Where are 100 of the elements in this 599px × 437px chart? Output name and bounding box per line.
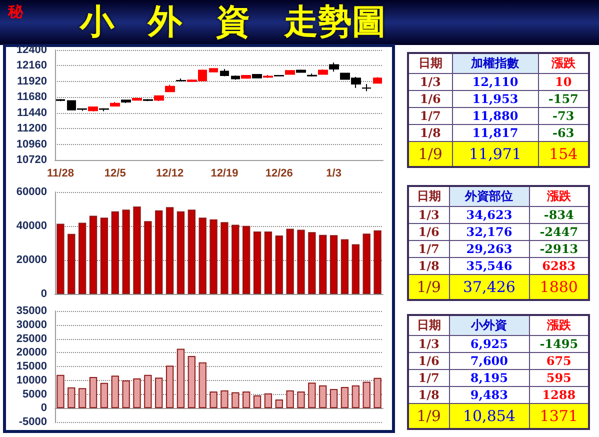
text: 1/9 <box>408 274 450 300</box>
text: -2447 <box>529 224 589 240</box>
bar <box>319 385 327 408</box>
text: 加權指數 <box>452 53 538 74</box>
bar <box>100 218 108 294</box>
text: 6283 <box>529 258 589 274</box>
bar <box>100 382 108 408</box>
y-tick-label: 0 <box>40 288 47 300</box>
bar <box>78 388 86 408</box>
bar <box>275 236 283 294</box>
bar <box>56 224 64 294</box>
text: 675 <box>529 352 589 370</box>
bar <box>374 230 382 294</box>
bar <box>133 378 141 408</box>
bar <box>308 232 316 294</box>
y-tick-label: -5000 <box>18 416 47 428</box>
candlestick <box>263 74 273 78</box>
x-tick-label: 12/26 <box>265 168 293 180</box>
y-tick-label: 10720 <box>16 154 47 166</box>
candlestick <box>231 75 240 80</box>
x-tick-label: 12/12 <box>156 168 184 180</box>
y-tick-label: 30000 <box>16 318 47 331</box>
y-tick-label: 60000 <box>16 186 47 198</box>
text: -1495 <box>529 336 589 352</box>
text: 1/8 <box>408 258 450 274</box>
text: 漲跌 <box>538 53 589 74</box>
bar <box>297 391 305 408</box>
bar <box>155 378 163 408</box>
bar <box>111 211 119 294</box>
text: 11,953 <box>452 90 538 108</box>
candlestick <box>165 84 175 92</box>
bar <box>144 221 152 294</box>
text: 11,817 <box>452 124 538 142</box>
bar <box>286 390 294 408</box>
text: -157 <box>538 90 589 108</box>
bar <box>242 226 250 294</box>
bar <box>144 374 152 408</box>
candlestick <box>56 98 65 102</box>
text: 8,195 <box>449 370 530 386</box>
bar <box>330 388 338 408</box>
bar <box>220 390 228 408</box>
bar <box>352 385 360 408</box>
text: 10 <box>538 74 589 90</box>
x-tick-label: 1/3 <box>326 168 342 180</box>
bar <box>56 374 64 408</box>
text: 11,880 <box>452 108 538 124</box>
y-tick-label: 12400 <box>16 44 47 56</box>
x-tick-label: 12/19 <box>210 168 238 180</box>
candlestick <box>252 74 262 79</box>
chart-title: 小 外 資 走勢圖 <box>79 2 386 42</box>
y-tick-label: 11920 <box>17 75 47 88</box>
text: 秘 <box>7 2 24 20</box>
text: 1880 <box>529 274 589 300</box>
text: 37,426 <box>449 274 530 300</box>
bar <box>253 395 262 408</box>
text: 9,483 <box>449 386 530 404</box>
text: 34,623 <box>449 206 530 224</box>
candlestick <box>285 70 295 76</box>
x-tick-label: 12/5 <box>104 168 126 180</box>
text: 595 <box>529 370 589 386</box>
text: 漲跌 <box>529 186 589 206</box>
text: 日期 <box>408 315 450 336</box>
text: 12,110 <box>452 74 538 90</box>
bar <box>176 211 185 294</box>
text: 1/3 <box>408 206 450 224</box>
candlestick <box>110 102 120 107</box>
y-tick-label: 35000 <box>16 305 47 317</box>
bar <box>362 382 370 408</box>
candlestick <box>296 69 306 74</box>
text: 1288 <box>529 386 589 404</box>
x-tick-label: 11/28 <box>47 168 74 180</box>
text: -2913 <box>529 240 589 258</box>
candlestick <box>121 99 131 104</box>
bar <box>133 206 141 294</box>
bar <box>232 392 240 408</box>
bar <box>89 377 98 408</box>
text: 1/3 <box>408 336 450 352</box>
text: 29,263 <box>449 240 530 258</box>
y-tick-label: 0 <box>40 402 47 414</box>
bar <box>330 235 338 294</box>
text: 1371 <box>529 404 589 429</box>
bar <box>220 222 228 294</box>
bar <box>308 382 316 408</box>
bar <box>210 391 218 408</box>
bar <box>232 224 240 294</box>
bar <box>188 356 196 408</box>
text: -73 <box>538 108 589 124</box>
text: 154 <box>538 142 589 167</box>
y-tick-label: 40000 <box>16 220 47 232</box>
bar <box>210 219 218 294</box>
y-tick-label: 5000 <box>22 388 47 400</box>
candlestick <box>318 68 328 76</box>
bar <box>253 231 262 294</box>
text: 1/6 <box>408 352 450 370</box>
bar <box>68 387 76 408</box>
bar <box>188 210 196 294</box>
candlestick <box>241 74 251 80</box>
candlestick <box>373 76 382 84</box>
bar <box>122 380 130 408</box>
candlestick <box>362 84 371 92</box>
